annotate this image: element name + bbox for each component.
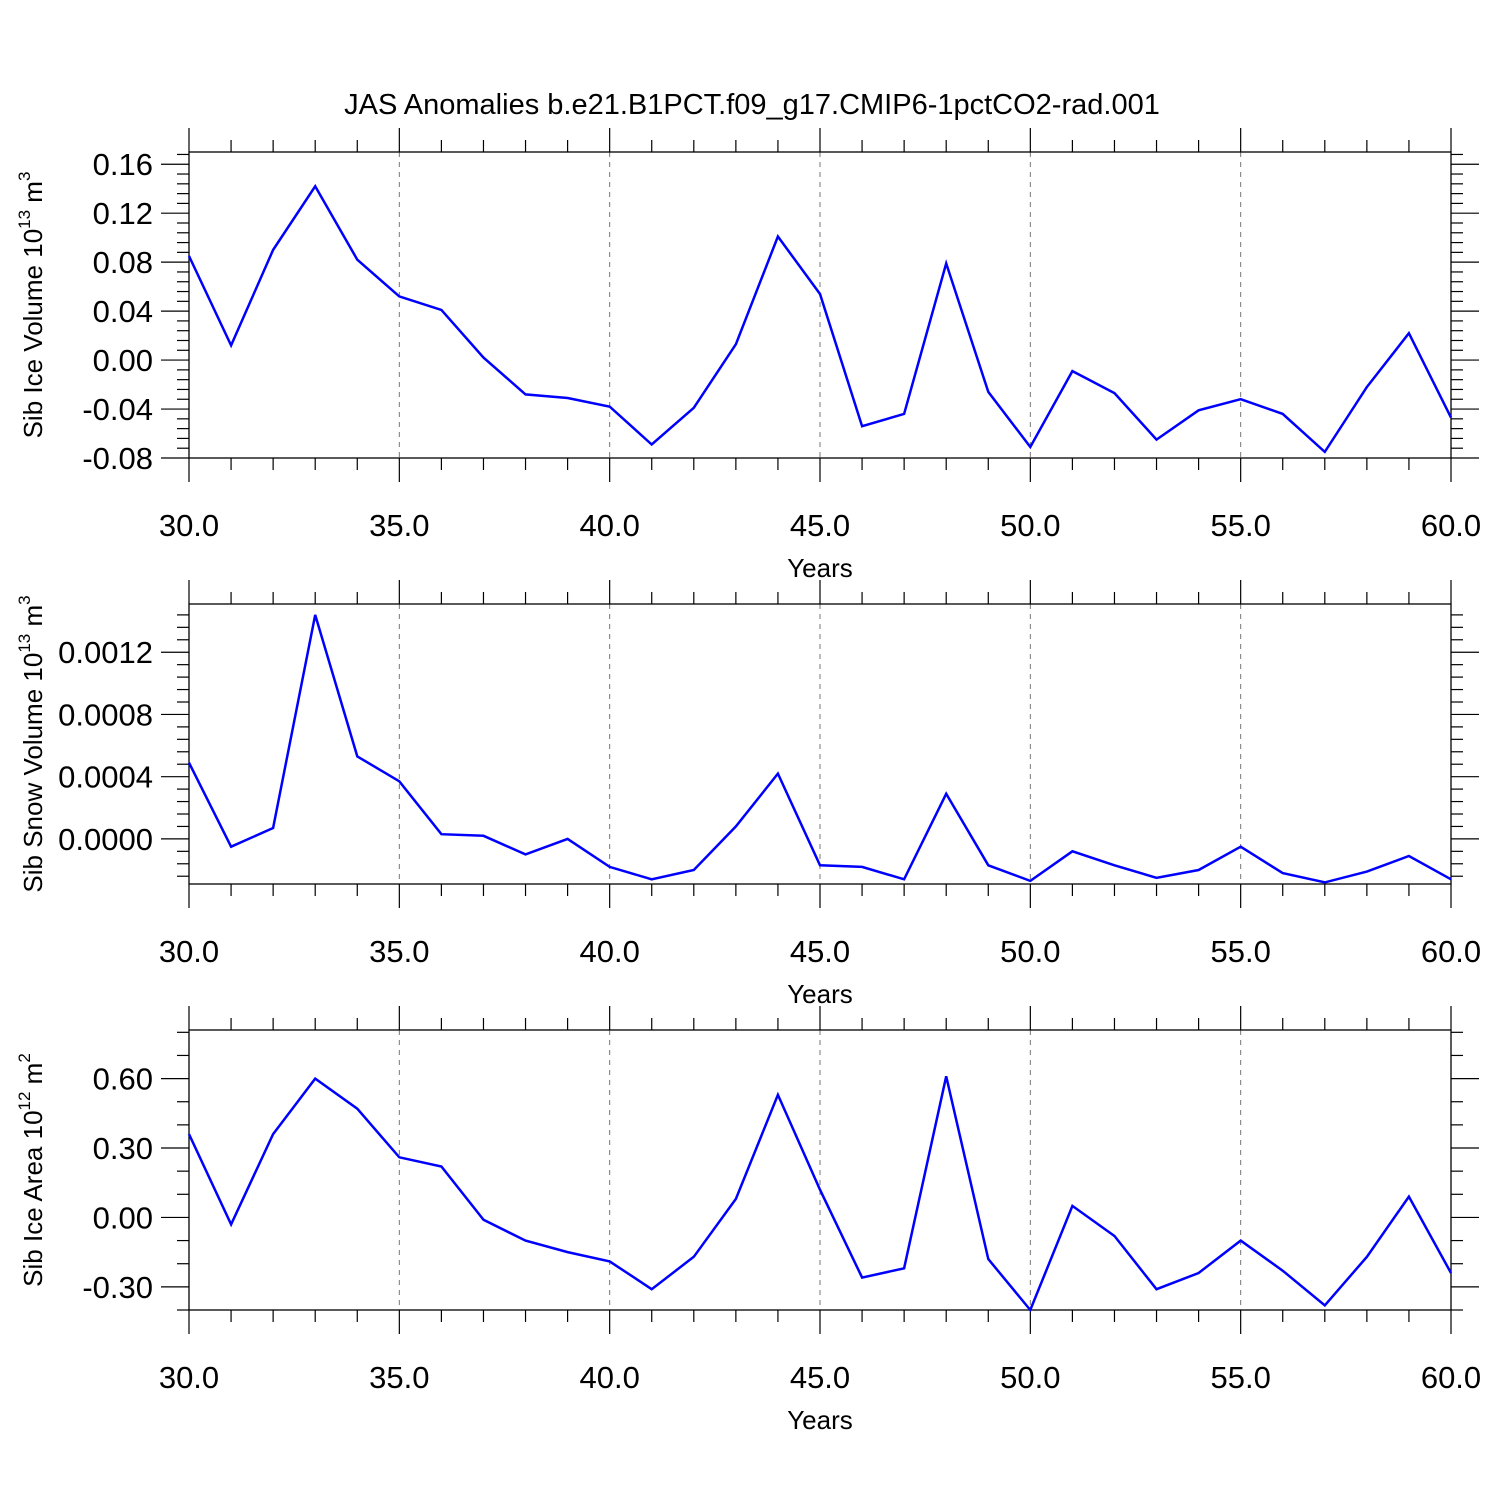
- ice-volume-xtick-label: 55.0: [1210, 508, 1270, 543]
- ice-volume-panel: -0.08 -0.04 0.00 0.04 0.08 0.12 0.16 30.0 35.0 40…: [15, 128, 1481, 583]
- ice-area-panel: -0.30 0.00 0.30 0.60 30.0 35.0 40.0 45.0 50.0 55.…: [15, 1006, 1481, 1435]
- ice-area-ytick-label: 0.60: [93, 1062, 153, 1097]
- ice-volume-x-axis-label: Years: [787, 553, 853, 583]
- ice-area-xtick-label: 30.0: [159, 1360, 219, 1395]
- ice-volume-y-axis-label-part-2: m: [18, 181, 48, 210]
- ice-volume-y-axis-label: Sib Ice Volume 1013 m3: [15, 172, 48, 439]
- snow-volume-ytick-label: 0.0004: [58, 760, 153, 795]
- ice-area-y-axis-label: Sib Ice Area 1012 m2: [15, 1053, 48, 1287]
- ice-volume-xtick-label: 50.0: [1000, 508, 1060, 543]
- ice-area-x-axis-label: Years: [787, 1405, 853, 1435]
- snow-volume-xtick-label: 60.0: [1421, 934, 1481, 969]
- figure-title: JAS Anomalies b.e21.B1PCT.f09_g17.CMIP6-…: [344, 89, 1160, 121]
- ice-volume-ytick-label: 0.04: [93, 294, 153, 329]
- snow-volume-y-axis-label-part-0: Sib Snow Volume 10: [18, 653, 48, 893]
- snow-volume-y-axis-label: Sib Snow Volume 1013 m3: [15, 595, 48, 892]
- snow-volume-ytick-label: 0.0012: [58, 635, 153, 670]
- snow-volume-xtick-label: 40.0: [579, 934, 639, 969]
- ice-volume-ytick-label: 0.16: [93, 147, 153, 182]
- ice-volume-series-line: [187, 183, 1453, 454]
- snow-volume-ytick-label: 0.0000: [58, 822, 153, 857]
- snow-volume-x-axis-label: Years: [787, 979, 853, 1009]
- ice-volume-ytick-label: 0.08: [93, 245, 153, 280]
- snow-volume-y-axis-label-part-3: 3: [15, 595, 34, 604]
- ice-area-xtick-label: 40.0: [579, 1360, 639, 1395]
- snow-volume-xtick-label: 30.0: [159, 934, 219, 969]
- ice-volume-y-axis-label-part-3: 3: [15, 172, 34, 181]
- snow-volume-xtick-label: 55.0: [1210, 934, 1270, 969]
- ice-volume-xtick-label: 35.0: [369, 508, 429, 543]
- ice-volume-ytick-label: -0.08: [82, 441, 153, 476]
- ice-volume-xtick-label: 40.0: [579, 508, 639, 543]
- ice-area-y-axis-label-part-1: 12: [15, 1092, 34, 1111]
- ice-volume-ytick-label: -0.04: [82, 392, 153, 427]
- ice-volume-ytick-label: 0.12: [93, 196, 153, 231]
- ice-area-xtick-label: 60.0: [1421, 1360, 1481, 1395]
- ice-area-y-axis-label-part-2: m: [18, 1063, 48, 1092]
- snow-volume-xtick-label: 45.0: [790, 934, 850, 969]
- ice-area-xtick-label: 45.0: [790, 1360, 850, 1395]
- ice-area-y-axis-label-part-3: 2: [15, 1053, 34, 1062]
- snow-volume-ytick-label: 0.0008: [58, 697, 153, 732]
- snow-volume-y-axis-label-part-2: m: [18, 605, 48, 634]
- ice-volume-xtick-label: 60.0: [1421, 508, 1481, 543]
- ice-area-series-line: [187, 1076, 1453, 1313]
- ice-volume-y-axis-label-part-1: 13: [15, 210, 34, 229]
- ice-volume-ytick-label: 0.00: [93, 343, 153, 378]
- ice-area-ytick-label: -0.30: [82, 1270, 153, 1305]
- ice-area-ytick-label: 0.30: [93, 1131, 153, 1166]
- snow-volume-series-line: [187, 614, 1452, 884]
- ice-area-xtick-label: 55.0: [1210, 1360, 1270, 1395]
- ice-area-y-axis-label-part-0: Sib Ice Area 10: [18, 1110, 48, 1286]
- ice-volume-xtick-label: 45.0: [790, 508, 850, 543]
- snow-volume-xtick-label: 35.0: [369, 934, 429, 969]
- ice-volume-y-axis-label-part-0: Sib Ice Volume 10: [18, 229, 48, 439]
- ice-area-xtick-label: 50.0: [1000, 1360, 1060, 1395]
- snow-volume-y-axis-label-part-1: 13: [15, 634, 34, 653]
- snow-volume-xtick-label: 50.0: [1000, 934, 1060, 969]
- ice-area-xtick-label: 35.0: [369, 1360, 429, 1395]
- snow-volume-panel: 0.0000 0.0004 0.0008 0.0012 30.0 35.0 40.0 45.0…: [15, 580, 1481, 1009]
- ice-volume-xtick-label: 30.0: [159, 508, 219, 543]
- ice-area-ytick-label: 0.00: [93, 1200, 153, 1235]
